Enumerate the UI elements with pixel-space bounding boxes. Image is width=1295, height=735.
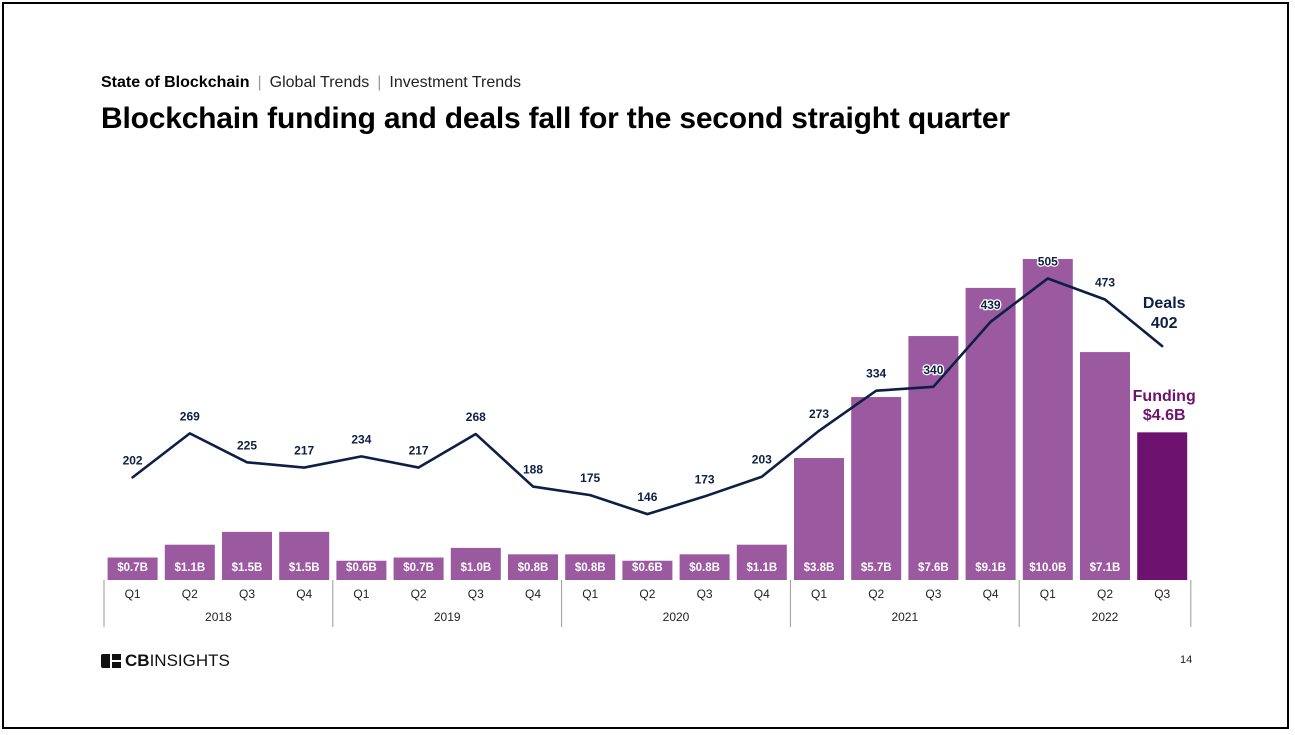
deals-data-label: 334 xyxy=(866,367,886,381)
quarter-tick-label: Q4 xyxy=(296,587,312,601)
breadcrumb-section: State of Blockchain xyxy=(101,74,250,91)
funding-bar xyxy=(336,560,387,580)
funding-bar xyxy=(393,557,444,580)
quarter-tick-label: Q2 xyxy=(868,587,884,601)
deals-data-label: 217 xyxy=(409,444,429,458)
deals-data-label: 473 xyxy=(1095,275,1115,289)
funding-bar-label: $0.8B xyxy=(518,562,549,574)
deals-data-label: 340 xyxy=(923,363,943,377)
funding-bar-label: $1.5B xyxy=(232,562,263,574)
logo-text-light: INSIGHTS xyxy=(149,651,230,670)
funding-end-label-name: Funding xyxy=(1133,388,1196,405)
page-number: 14 xyxy=(1180,654,1193,666)
quarter-tick-label: Q1 xyxy=(125,587,141,601)
quarter-tick-label: Q3 xyxy=(239,587,255,601)
funding-bar-label: $0.7B xyxy=(403,562,434,574)
quarter-tick-label: Q4 xyxy=(983,587,999,601)
funding-bar-label: $1.0B xyxy=(460,562,491,574)
funding-bar-label: $7.1B xyxy=(1090,562,1121,574)
breadcrumb-separator: | xyxy=(377,74,382,91)
funding-bar-label: $5.7B xyxy=(861,562,892,574)
deals-data-label: 188 xyxy=(523,463,543,477)
deals-data-label: 273 xyxy=(809,407,829,421)
deals-end-label-value: 402 xyxy=(1151,315,1178,332)
deals-data-label: 217 xyxy=(294,444,314,458)
year-tick-label: 2018 xyxy=(205,610,232,624)
funding-bar xyxy=(622,560,673,580)
quarter-tick-label: Q2 xyxy=(182,587,198,601)
deals-data-label: 225 xyxy=(237,438,257,452)
funding-bar xyxy=(1137,432,1188,580)
funding-end-label-value: $4.6B xyxy=(1143,407,1186,424)
logo-text-bold: CB xyxy=(125,651,150,670)
funding-bar xyxy=(450,547,501,580)
year-tick-label: 2020 xyxy=(663,610,690,624)
breadcrumb-item-investment-trends: Investment Trends xyxy=(389,74,522,91)
funding-bar-label: $0.7B xyxy=(117,562,148,574)
funding-bar xyxy=(851,397,902,580)
funding-bar xyxy=(1080,352,1130,580)
funding-bar-label: $3.8B xyxy=(804,562,835,574)
quarter-tick-label: Q3 xyxy=(468,587,484,601)
deals-data-label: 268 xyxy=(466,410,486,424)
funding-bar xyxy=(908,336,959,580)
deals-data-label: 439 xyxy=(981,298,1001,312)
quarter-tick-label: Q1 xyxy=(1040,587,1056,601)
cb-insights-logo: CB INSIGHTS xyxy=(101,650,230,672)
deals-data-label: 202 xyxy=(123,453,143,467)
funding-bar xyxy=(279,531,330,580)
deals-data-label: 505 xyxy=(1038,254,1058,268)
quarter-tick-label: Q1 xyxy=(811,587,827,601)
funding-bar-label: $1.1B xyxy=(174,562,205,574)
funding-bar xyxy=(508,554,558,580)
funding-bar-label: $9.1B xyxy=(975,562,1006,574)
funding-bar xyxy=(736,544,787,580)
page-title: Blockchain funding and deals fall for th… xyxy=(101,102,1010,135)
quarter-tick-label: Q4 xyxy=(754,587,770,601)
deals-data-label: 146 xyxy=(637,490,657,504)
quarter-tick-label: Q3 xyxy=(925,587,941,601)
funding-bar xyxy=(1022,259,1073,580)
quarter-tick-label: Q2 xyxy=(639,587,655,601)
funding-bar-label: $1.5B xyxy=(289,562,320,574)
quarter-tick-label: Q1 xyxy=(582,587,598,601)
quarter-tick-label: Q3 xyxy=(697,587,713,601)
funding-bar-label: $0.8B xyxy=(689,562,720,574)
deals-data-label: 203 xyxy=(752,453,772,467)
quarter-tick-label: Q4 xyxy=(525,587,541,601)
funding-bar xyxy=(679,554,730,580)
funding-bar-label: $10.0B xyxy=(1029,562,1066,574)
breadcrumb-separator: | xyxy=(257,74,262,91)
quarter-tick-label: Q3 xyxy=(1154,587,1170,601)
deals-data-label: 234 xyxy=(351,432,371,446)
deals-data-label: 175 xyxy=(580,471,600,485)
deals-data-label: 173 xyxy=(695,472,715,486)
funding-bar-label: $0.8B xyxy=(575,562,606,574)
quarter-tick-label: Q1 xyxy=(353,587,369,601)
funding-bar-label: $7.6B xyxy=(918,562,949,574)
funding-bar xyxy=(222,531,272,580)
breadcrumb-item-global-trends: Global Trends xyxy=(269,74,370,91)
funding-bar-label: $0.6B xyxy=(346,562,377,574)
quarter-tick-label: Q2 xyxy=(411,587,427,601)
year-tick-label: 2022 xyxy=(1092,610,1119,624)
funding-bar xyxy=(164,544,215,580)
funding-bar xyxy=(965,287,1016,580)
cb-logo-mark-icon xyxy=(101,654,121,668)
year-tick-label: 2019 xyxy=(434,610,461,624)
funding-bar-label: $0.6B xyxy=(632,562,663,574)
funding-bar-label: $1.1B xyxy=(746,562,777,574)
deals-end-label-name: Deals xyxy=(1143,295,1186,312)
quarter-tick-label: Q2 xyxy=(1097,587,1113,601)
year-tick-label: 2021 xyxy=(891,610,918,624)
breadcrumb: State of Blockchain | Global Trends | Invest… xyxy=(101,74,521,92)
funding-bar xyxy=(794,458,844,580)
funding-bar xyxy=(565,554,616,580)
deals-data-label: 269 xyxy=(180,409,200,423)
funding-bar xyxy=(107,557,158,580)
